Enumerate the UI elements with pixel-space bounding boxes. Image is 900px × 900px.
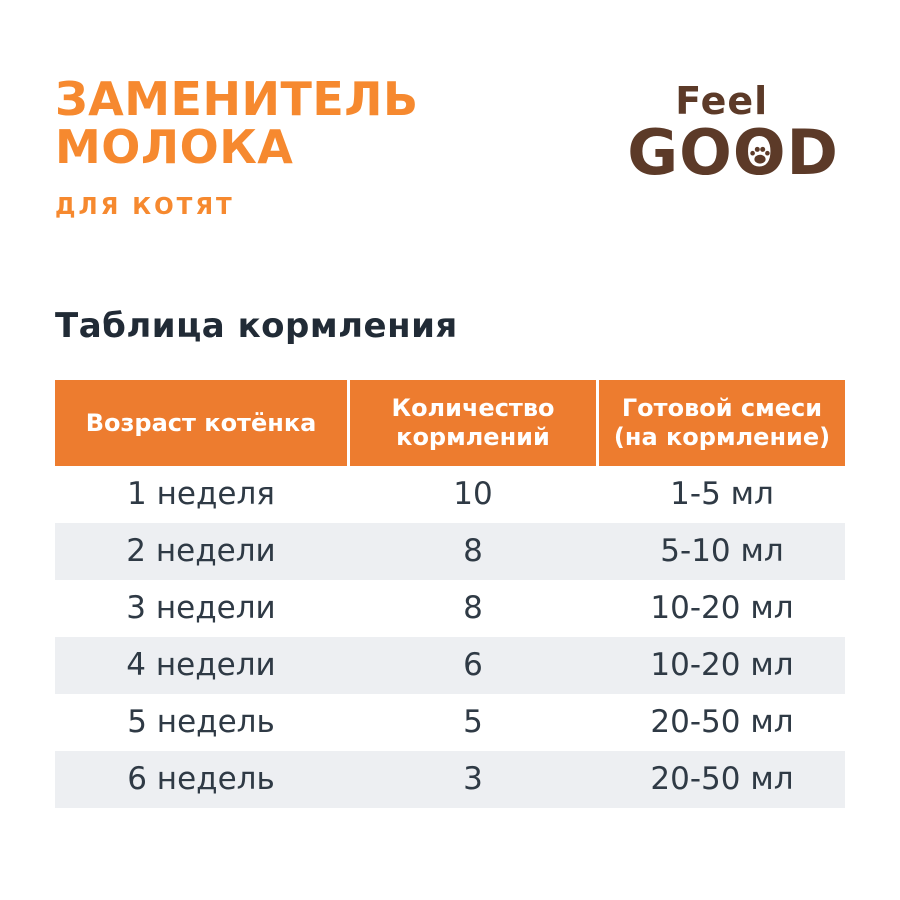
table-header-row: Возраст котёнка Количество кормлений Гот… <box>55 379 845 466</box>
product-title-line-2: МОЛОКА <box>55 119 294 174</box>
product-subtitle: ДЛЯ КОТЯТ <box>55 193 235 220</box>
table-row: 1 неделя 10 1-5 мл <box>55 466 845 523</box>
table-row: 6 недель 3 20-50 мл <box>55 750 845 808</box>
table-header-age: Возраст котёнка <box>55 379 347 466</box>
cell-mix: 20-50 мл <box>650 761 794 798</box>
table-row: 2 недели 8 5-10 мл <box>55 522 845 580</box>
cell-age: 2 недели <box>126 533 276 570</box>
cell-feedings: 8 <box>463 590 483 627</box>
cell-mix: 5-10 мл <box>660 533 784 570</box>
cell-age: 3 недели <box>126 590 276 627</box>
brand-letter-o2: O <box>733 122 787 184</box>
brand-letter-g: G <box>627 116 680 189</box>
brand-name-good: GOO D <box>627 122 839 184</box>
table-row: 5 недель 5 20-50 мл <box>55 694 845 751</box>
cell-mix: 1-5 мл <box>670 476 774 513</box>
cell-feedings: 3 <box>463 761 483 798</box>
cell-age: 1 неделя <box>127 476 275 513</box>
brand-letter-d: D <box>786 116 839 189</box>
cell-mix: 10-20 мл <box>650 647 794 684</box>
table-header-feedings: Количество кормлений <box>350 379 596 466</box>
feeding-table: Возраст котёнка Количество кормлений Гот… <box>55 379 845 808</box>
section-title: Таблица кормления <box>55 305 458 346</box>
cell-mix: 10-20 мл <box>650 590 794 627</box>
brand-letter-o1: O <box>679 116 733 189</box>
cell-feedings: 8 <box>463 533 483 570</box>
brand-name-feel: Feel <box>675 79 769 123</box>
paw-icon <box>749 147 770 165</box>
cell-feedings: 5 <box>463 704 483 741</box>
brand-logo: Feel GOO D <box>627 82 839 184</box>
brand-letter-o2-glyph: O <box>732 116 787 189</box>
cell-age: 6 недель <box>127 761 275 798</box>
table-row: 4 недели 6 10-20 мл <box>55 636 845 694</box>
table-header-mix: Готовой смеси (на кормление) <box>599 379 845 466</box>
product-title-block: ЗАМЕНИТЕЛЬ МОЛОКА ДЛЯ КОТЯТ <box>55 72 419 220</box>
table-row: 3 недели 8 10-20 мл <box>55 580 845 637</box>
cell-feedings: 10 <box>453 476 493 513</box>
cell-age: 5 недель <box>127 704 275 741</box>
cell-feedings: 6 <box>463 647 483 684</box>
cell-age: 4 недели <box>126 647 276 684</box>
page-header: ЗАМЕНИТЕЛЬ МОЛОКА ДЛЯ КОТЯТ Feel GOO D <box>55 0 845 220</box>
cell-mix: 20-50 мл <box>650 704 794 741</box>
product-title-line-1: ЗАМЕНИТЕЛЬ <box>55 72 419 126</box>
